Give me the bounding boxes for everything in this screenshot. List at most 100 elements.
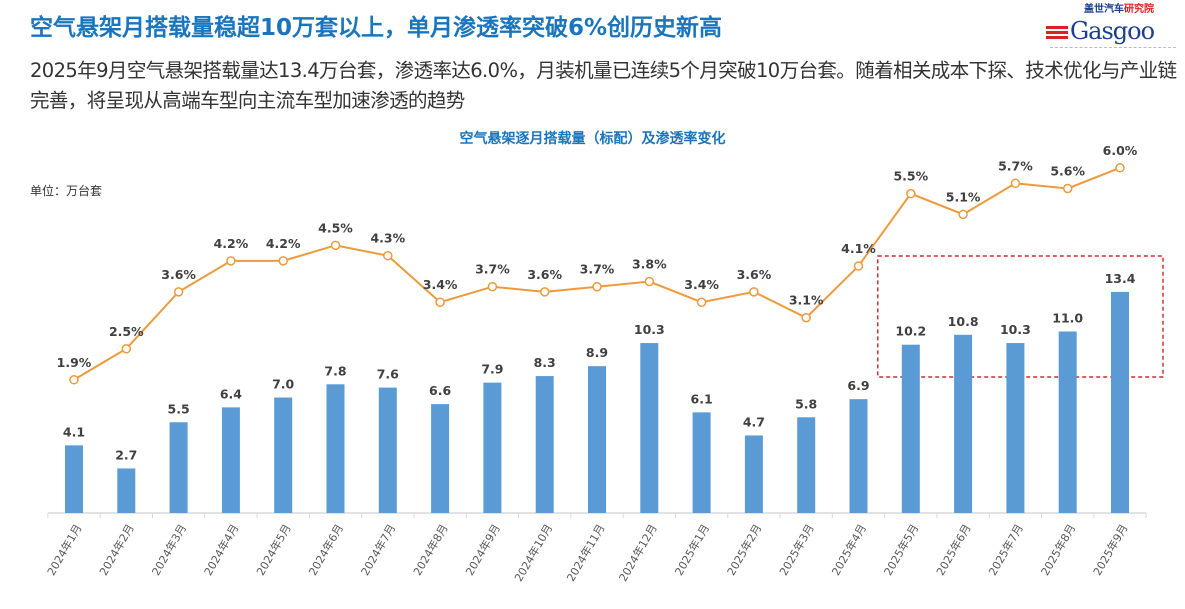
rate-value-label: 5.6% [1050,163,1085,178]
bar-value-label: 6.1 [691,391,713,406]
x-tick-label: 2024年12月 [616,522,660,584]
page-title: 空气悬架月搭载量稳超10万套以上，单月渗透率突破6%创历史新高 [30,15,723,41]
rate-value-label: 3.6% [161,267,196,282]
rate-point [435,297,445,307]
bar [1058,331,1077,513]
rate-point [592,281,602,292]
rate-point [173,287,184,297]
x-tick-label: 2025年8月 [1038,522,1079,578]
x-tick-label: 2024年3月 [149,522,190,578]
rate-value-label: 4.3% [370,231,405,246]
rate-point [1062,183,1073,194]
rate-point [1010,178,1021,189]
bar-value-label: 7.8 [324,363,346,378]
logo-divider [1050,47,1176,48]
rate-value-label: 2.5% [109,324,144,339]
x-tick-label: 2024年7月 [358,522,399,578]
logo-cn: 盖世汽车研究院 [1084,4,1154,16]
chart-title: 空气悬架逐月搭载量（标配）及渗透率变化 [459,131,726,147]
x-tick-label: 2025年6月 [933,522,974,578]
bar [274,397,293,513]
bar [169,422,188,513]
bar [588,366,606,513]
bar-value-label: 7.0 [272,377,294,392]
rate-point [330,240,341,251]
x-tick-label: 2024年6月 [305,522,346,578]
rate-point [749,287,759,297]
bar [431,404,450,513]
x-tick-label: 2024年8月 [410,522,451,578]
x-tick-label: 2025年4月 [828,522,869,578]
rate-point [226,256,236,266]
bar-value-label: 4.1 [63,424,85,439]
bar-value-label: 4.7 [743,414,765,429]
x-tick-label: 2025年7月 [985,522,1026,578]
rate-value-label: 5.5% [893,169,928,184]
x-tick-label: 2025年5月 [881,522,922,578]
rate-point [906,188,916,199]
bar-value-label: 10.8 [948,314,979,329]
x-tick-label: 2024年11月 [563,522,607,584]
rate-value-label: 4.1% [841,241,876,256]
bar [378,387,397,513]
rate-value-label: 4.5% [318,220,353,235]
gasgoo-logo: 盖世汽车研究院 Gasgoo [1040,4,1180,50]
rate-point [539,287,550,297]
bar-value-label: 5.8 [795,396,817,411]
rate-value-label: 3.6% [737,267,772,282]
bar [1006,343,1025,513]
rate-value-label: 3.7% [475,262,510,277]
logo-cn-part1: 盖世汽车 [1084,4,1124,15]
x-tick-label: 2024年4月 [201,522,242,578]
bar [326,384,345,513]
rate-point [958,209,968,220]
rate-point [121,344,132,354]
rate-value-label: 3.4% [423,277,458,292]
bar [65,445,83,513]
x-tick-label: 2024年2月 [96,522,137,578]
rate-value-label: 5.1% [946,189,981,204]
rate-point [853,261,864,271]
logo-en: Gasgoo [1070,17,1155,45]
rate-value-label: 1.9% [57,355,92,370]
x-tick-label: 2024年10月 [511,522,555,584]
bar-value-label: 11.0 [1052,311,1083,326]
bar-value-label: 6.4 [220,386,242,401]
rate-point [487,281,498,292]
x-tick-label: 2025年9月 [1090,522,1131,578]
bar-value-label: 10.3 [1000,322,1031,337]
rate-point [1115,163,1125,173]
bar-value-label: 7.9 [481,362,503,377]
bar [797,417,816,513]
bar-value-label: 10.3 [634,322,665,337]
bar [640,343,659,513]
bar-value-label: 10.2 [895,324,926,339]
bar [901,344,920,513]
rate-point [644,276,655,287]
bar [535,376,554,513]
bar-value-label: 5.5 [168,401,190,416]
bar-value-label: 13.4 [1105,271,1136,286]
rate-value-label: 4.2% [214,236,249,251]
x-tick-label: 2025年1月 [672,522,713,578]
page-subtitle: 2025年9月空气悬架搭载量达13.4万台套，渗透率达6.0%，月装机量已连续5… [30,59,1177,112]
bar [849,399,868,513]
rate-point [278,256,288,266]
bar [692,412,711,513]
x-tick-label: 2025年2月 [724,522,765,578]
bar-value-label: 6.9 [847,378,869,393]
x-tick-label: 2024年5月 [253,522,294,578]
x-tick-label: 2024年1月 [44,522,85,578]
bar [744,435,763,513]
bar-value-label: 2.7 [115,447,137,462]
bar [483,382,502,513]
bar [117,468,136,513]
rate-point [69,375,79,385]
bar [221,407,240,513]
x-tick-label: 2024年9月 [462,522,503,578]
x-tick-label: 2025年3月 [776,522,817,578]
rate-value-label: 3.1% [789,293,824,308]
bar [954,334,973,513]
bar-value-label: 6.6 [429,383,451,398]
